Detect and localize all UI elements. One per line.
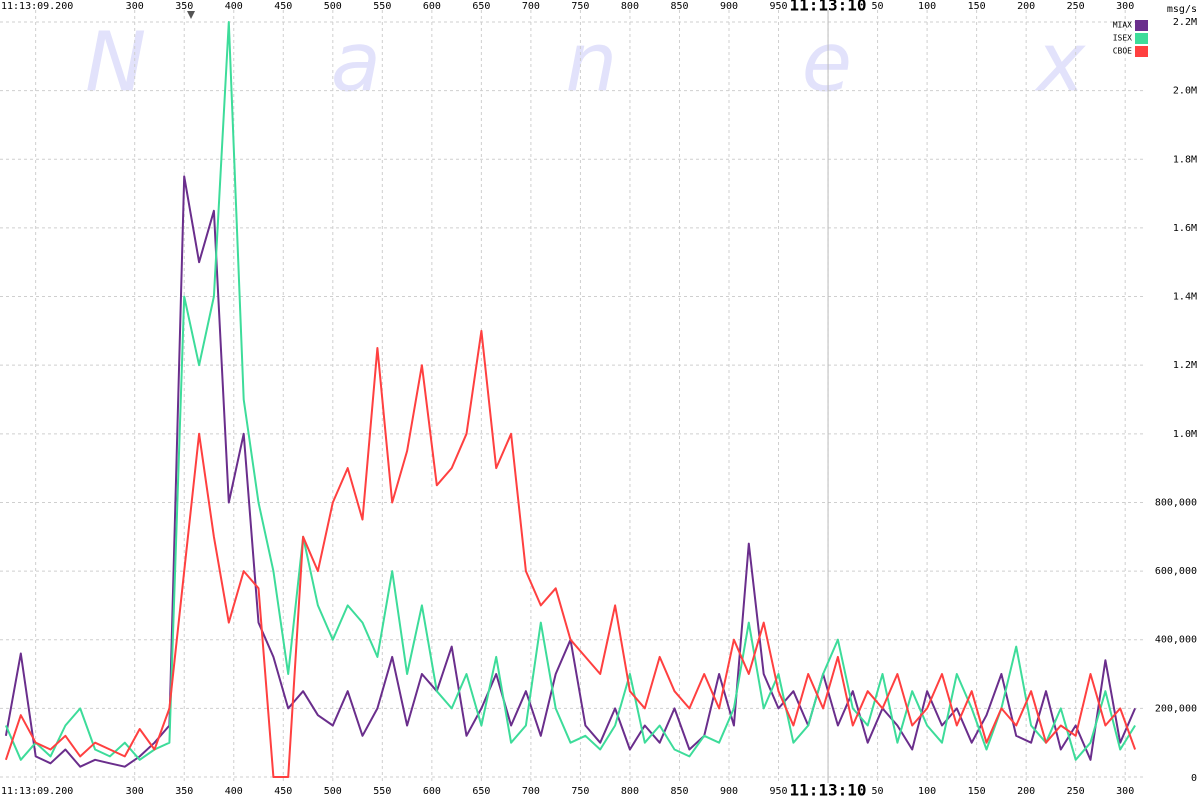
x-tick-label: 450	[274, 1, 292, 12]
x-tick-label: 550	[373, 1, 391, 12]
y-tick-label: 0	[1191, 773, 1197, 784]
x-tick-label: 550	[373, 786, 391, 797]
y-tick-label: 1.0M	[1173, 429, 1197, 440]
x-tick-label: 100	[918, 1, 936, 12]
x-tick-label: 600	[423, 1, 441, 12]
x-tick-label: 800	[621, 786, 639, 797]
x-tick-label: 300	[1116, 1, 1134, 12]
x-tick-label: 150	[968, 1, 986, 12]
x-tick-label: 950	[769, 1, 787, 12]
x-tick-label: 500	[324, 1, 342, 12]
legend-swatch	[1135, 33, 1148, 44]
x-tick-label: 50	[872, 1, 884, 12]
y-tick-label: 1.6M	[1173, 223, 1197, 234]
x-tick-label: 200	[1017, 786, 1035, 797]
x-tick-label: 650	[472, 786, 490, 797]
x-tick-label: 11:13:10	[790, 781, 867, 800]
x-tick-label: 300	[1116, 786, 1134, 797]
legend-swatch	[1135, 20, 1148, 31]
x-tick-label: 850	[670, 786, 688, 797]
legend-label: CBOE	[1113, 47, 1132, 56]
x-tick-label: 350	[175, 786, 193, 797]
y-tick-label: 1.2M	[1173, 360, 1197, 371]
x-tick-label: 11:13:10	[790, 0, 867, 15]
y-tick-label: 1.4M	[1173, 292, 1197, 303]
x-tick-label: 150	[968, 786, 986, 797]
x-tick-label: 11:13:09.200	[1, 786, 73, 797]
x-tick-label: 300	[126, 786, 144, 797]
x-tick-label: 300	[126, 1, 144, 12]
x-tick-label: 850	[670, 1, 688, 12]
x-tick-label: 50	[872, 786, 884, 797]
x-tick-label: 900	[720, 1, 738, 12]
x-tick-label: 200	[1017, 1, 1035, 12]
cursor-marker	[187, 11, 195, 19]
x-tick-label: 450	[274, 786, 292, 797]
x-tick-label: 500	[324, 786, 342, 797]
x-tick-label: 600	[423, 786, 441, 797]
y-tick-label: 600,000	[1155, 566, 1197, 577]
x-tick-label: 700	[522, 1, 540, 12]
x-tick-label: 400	[225, 1, 243, 12]
series-line	[4, 329, 1137, 778]
x-tick-label: 700	[522, 786, 540, 797]
x-tick-label: 800	[621, 1, 639, 12]
x-tick-label: 250	[1067, 1, 1085, 12]
y-tick-label: 800,000	[1155, 497, 1197, 508]
y-tick-label: 2.0M	[1173, 86, 1197, 97]
legend-swatch	[1135, 46, 1148, 57]
y-tick-label: 2.2M	[1173, 17, 1197, 28]
x-tick-label: 400	[225, 786, 243, 797]
x-tick-label: 950	[769, 786, 787, 797]
x-tick-label: 650	[472, 1, 490, 12]
x-tick-label: 750	[571, 1, 589, 12]
x-tick-label: 900	[720, 786, 738, 797]
x-tick-label: 11:13:09.200	[1, 1, 73, 12]
y-tick-label: 400,000	[1155, 635, 1197, 646]
series-line	[4, 21, 1136, 761]
legend-label: ISEX	[1113, 34, 1132, 43]
x-tick-label: 250	[1067, 786, 1085, 797]
y-tick-label: 1.8M	[1173, 154, 1197, 165]
y-axis-label: msg/s	[1167, 4, 1197, 15]
y-tick-label: 200,000	[1155, 703, 1197, 714]
x-tick-label: 100	[918, 786, 936, 797]
x-tick-label: 350	[175, 1, 193, 12]
x-tick-label: 750	[571, 786, 589, 797]
legend-label: MIAX	[1113, 21, 1132, 30]
